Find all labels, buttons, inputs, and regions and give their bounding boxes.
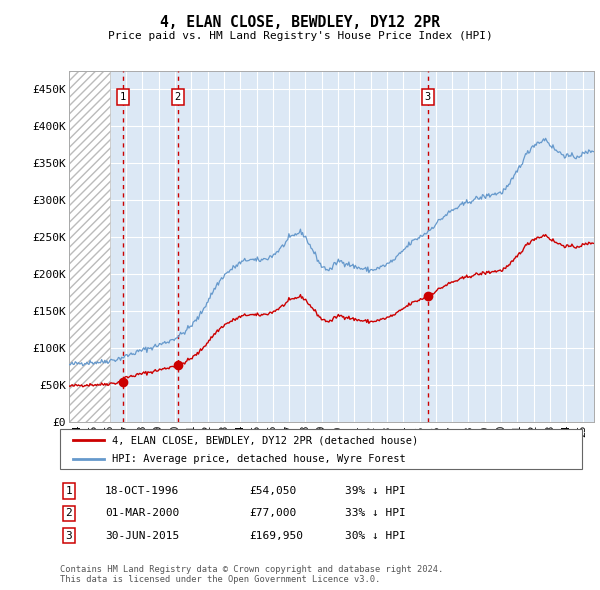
Text: 4, ELAN CLOSE, BEWDLEY, DY12 2PR (detached house): 4, ELAN CLOSE, BEWDLEY, DY12 2PR (detach…: [112, 435, 418, 445]
Text: 2: 2: [175, 92, 181, 102]
Text: 4, ELAN CLOSE, BEWDLEY, DY12 2PR: 4, ELAN CLOSE, BEWDLEY, DY12 2PR: [160, 15, 440, 30]
Text: £169,950: £169,950: [249, 531, 303, 540]
Text: Price paid vs. HM Land Registry's House Price Index (HPI): Price paid vs. HM Land Registry's House …: [107, 31, 493, 41]
Text: Contains HM Land Registry data © Crown copyright and database right 2024.
This d: Contains HM Land Registry data © Crown c…: [60, 565, 443, 584]
Text: 3: 3: [65, 531, 73, 540]
Text: £54,050: £54,050: [249, 486, 296, 496]
Text: 39% ↓ HPI: 39% ↓ HPI: [345, 486, 406, 496]
Text: 33% ↓ HPI: 33% ↓ HPI: [345, 509, 406, 518]
Bar: [69, 71, 110, 422]
Text: 1: 1: [119, 92, 126, 102]
Text: HPI: Average price, detached house, Wyre Forest: HPI: Average price, detached house, Wyre…: [112, 454, 406, 464]
Text: 3: 3: [425, 92, 431, 102]
Text: 30% ↓ HPI: 30% ↓ HPI: [345, 531, 406, 540]
Text: 18-OCT-1996: 18-OCT-1996: [105, 486, 179, 496]
Text: 01-MAR-2000: 01-MAR-2000: [105, 509, 179, 518]
Text: £77,000: £77,000: [249, 509, 296, 518]
Text: 30-JUN-2015: 30-JUN-2015: [105, 531, 179, 540]
Text: 2: 2: [65, 509, 73, 518]
Text: 1: 1: [65, 486, 73, 496]
